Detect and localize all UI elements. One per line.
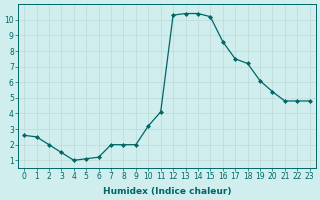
X-axis label: Humidex (Indice chaleur): Humidex (Indice chaleur) [103,187,231,196]
